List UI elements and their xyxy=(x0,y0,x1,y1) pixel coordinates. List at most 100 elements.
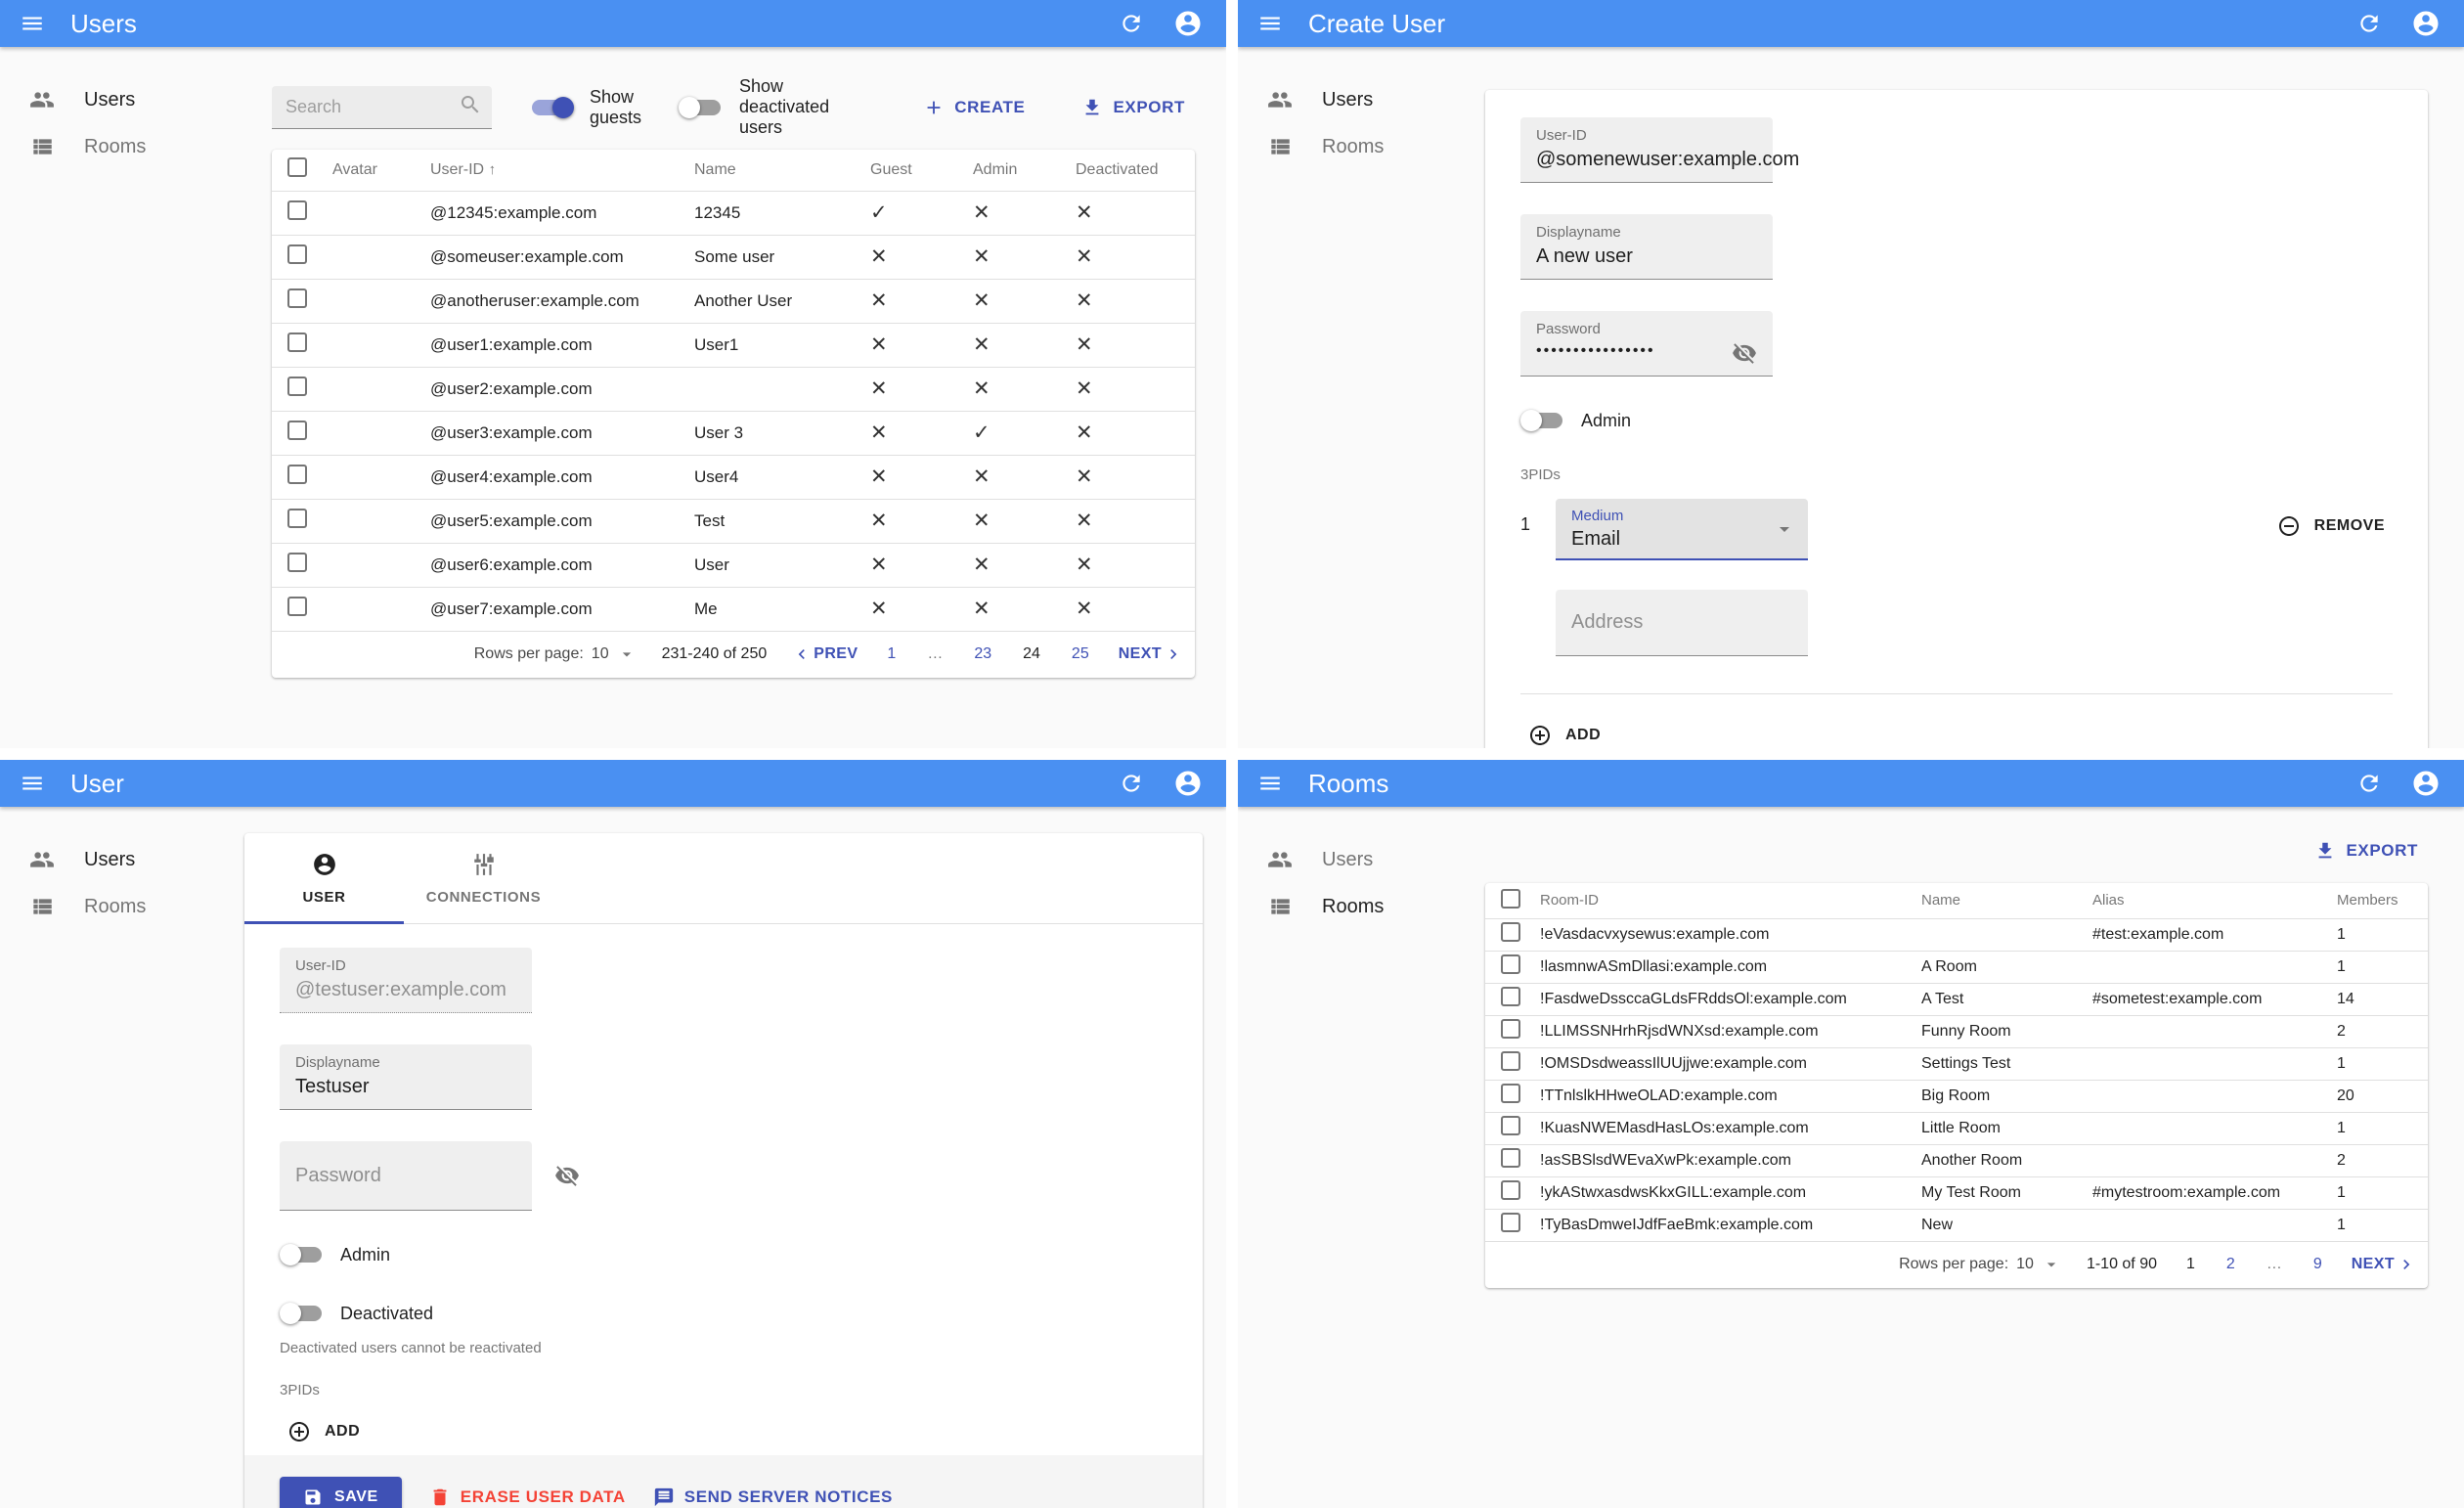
menu-icon[interactable] xyxy=(20,11,45,36)
remove-button[interactable]: REMOVE xyxy=(2269,509,2393,544)
room-row[interactable]: !eVasdacvxysewus:example.com #test:examp… xyxy=(1485,918,2428,952)
medium-select[interactable]: Medium Email xyxy=(1556,499,1808,560)
room-row[interactable]: !lasmnwASmDllasi:example.com A Room 1 xyxy=(1485,951,2428,984)
toggle-switch[interactable] xyxy=(679,95,724,120)
toggle-switch[interactable] xyxy=(1520,408,1565,433)
row-checkbox[interactable] xyxy=(1501,1180,1520,1200)
save-button[interactable]: SAVE xyxy=(280,1477,402,1508)
password-input[interactable] xyxy=(295,1164,554,1187)
menu-icon[interactable] xyxy=(1257,771,1283,796)
user-row[interactable]: @user2:example.com ✕ ✕ ✕ xyxy=(272,367,1195,412)
row-checkbox[interactable] xyxy=(1501,1019,1520,1039)
sidebar-item-users[interactable]: Users xyxy=(1238,836,1482,883)
page-link[interactable]: 1 xyxy=(887,645,897,662)
rows-per-page-value[interactable]: 10 xyxy=(591,645,609,662)
deactivated-toggle[interactable]: Deactivated xyxy=(280,1301,1167,1326)
row-checkbox[interactable] xyxy=(1501,1116,1520,1135)
user-row[interactable]: @someuser:example.com Some user ✕ ✕ ✕ xyxy=(272,235,1195,280)
row-checkbox[interactable] xyxy=(287,333,307,352)
toggle-switch[interactable] xyxy=(280,1242,325,1267)
admin-toggle[interactable]: Admin xyxy=(1520,408,2393,433)
page-link[interactable]: 25 xyxy=(1071,645,1089,662)
row-checkbox[interactable] xyxy=(287,553,307,572)
room-row[interactable]: !ykAStwxasdwsKkxGILL:example.com My Test… xyxy=(1485,1176,2428,1210)
room-row[interactable]: !TTnlslkHHweOLAD:example.com Big Room 20 xyxy=(1485,1080,2428,1113)
row-checkbox[interactable] xyxy=(287,244,307,264)
row-checkbox[interactable] xyxy=(1501,922,1520,942)
add-threepid-button[interactable]: ADD xyxy=(1520,718,1608,748)
refresh-icon[interactable] xyxy=(1119,11,1144,36)
col-name[interactable]: Name xyxy=(684,150,860,192)
sidebar-item-rooms[interactable]: Rooms xyxy=(1238,883,1482,930)
refresh-icon[interactable] xyxy=(1119,771,1144,796)
user-row[interactable]: @user3:example.com User 3 ✕ ✓ ✕ xyxy=(272,411,1195,456)
page-link[interactable]: … xyxy=(927,645,944,662)
row-checkbox[interactable] xyxy=(287,509,307,528)
show-deactivated-toggle[interactable]: Show deactivated users xyxy=(679,76,839,138)
tab-user[interactable]: USER xyxy=(244,833,404,924)
page-link[interactable]: 9 xyxy=(2312,1256,2322,1272)
refresh-icon[interactable] xyxy=(2356,11,2382,36)
user-row[interactable]: @user7:example.com Me ✕ ✕ ✕ xyxy=(272,587,1195,632)
address-input[interactable] xyxy=(1571,611,1830,634)
col-guest[interactable]: Guest xyxy=(860,150,963,192)
sidebar-item-users[interactable]: Users xyxy=(1238,76,1482,123)
menu-icon[interactable] xyxy=(20,771,45,796)
add-threepid-button[interactable]: ADD xyxy=(280,1414,368,1449)
user-id-field[interactable]: User-ID @somenewuser:example.com xyxy=(1520,117,1799,183)
toggle-switch[interactable] xyxy=(529,95,574,120)
row-checkbox[interactable] xyxy=(287,200,307,220)
prev-button[interactable]: PREV xyxy=(792,644,858,664)
page-link[interactable]: 1 xyxy=(2186,1256,2195,1272)
search-field[interactable] xyxy=(272,85,492,129)
create-button[interactable]: CREATE xyxy=(913,89,1034,126)
room-row[interactable]: !FasdweDssccaGLdsFRddsOl:example.com A T… xyxy=(1485,983,2428,1016)
row-checkbox[interactable] xyxy=(1501,1213,1520,1232)
col-name[interactable]: Name xyxy=(1912,883,2083,919)
col-members[interactable]: Members xyxy=(2327,883,2428,919)
row-checkbox[interactable] xyxy=(287,421,307,440)
row-checkbox[interactable] xyxy=(1501,987,1520,1006)
password-field[interactable]: Password •••••••••••••••• xyxy=(1520,311,1773,377)
account-circle-icon[interactable] xyxy=(2411,769,2441,798)
col-room-id[interactable]: Room-ID xyxy=(1530,883,1912,919)
col-alias[interactable]: Alias xyxy=(2083,883,2327,919)
select-all-checkbox[interactable] xyxy=(1501,888,1520,909)
row-checkbox[interactable] xyxy=(287,465,307,484)
row-checkbox[interactable] xyxy=(1501,1148,1520,1168)
password-field[interactable] xyxy=(280,1141,579,1211)
select-all-checkbox[interactable] xyxy=(287,157,307,178)
room-row[interactable]: !asSBSlsdWEvaXwPk:example.com Another Ro… xyxy=(1485,1144,2428,1177)
user-row[interactable]: @anotheruser:example.com Another User ✕ … xyxy=(272,279,1195,324)
account-circle-icon[interactable] xyxy=(1173,769,1203,798)
page-link[interactable]: … xyxy=(2266,1256,2282,1272)
row-checkbox[interactable] xyxy=(1501,954,1520,974)
col-user-id[interactable]: User-ID ↑ xyxy=(420,150,684,192)
caret-down-icon[interactable] xyxy=(2042,1255,2061,1274)
sidebar-item-users[interactable]: Users xyxy=(0,76,244,123)
address-field[interactable] xyxy=(1556,590,1830,656)
caret-down-icon[interactable] xyxy=(617,644,637,664)
row-checkbox[interactable] xyxy=(1501,1051,1520,1071)
toggle-switch[interactable] xyxy=(280,1301,325,1326)
next-button[interactable]: NEXT xyxy=(2352,1255,2416,1274)
next-button[interactable]: NEXT xyxy=(1119,644,1183,664)
room-row[interactable]: !TyBasDmweIJdfFaeBmk:example.com New 1 xyxy=(1485,1209,2428,1242)
sidebar-item-rooms[interactable]: Rooms xyxy=(0,883,244,930)
room-row[interactable]: !LLIMSSNHrhRjsdWNXsd:example.com Funny R… xyxy=(1485,1015,2428,1048)
col-deactivated[interactable]: Deactivated xyxy=(1066,150,1195,192)
sidebar-item-users[interactable]: Users xyxy=(0,836,244,883)
sidebar-item-rooms[interactable]: Rooms xyxy=(0,123,244,170)
erase-user-data-button[interactable]: ERASE USER DATA xyxy=(429,1486,626,1508)
room-row[interactable]: !KuasNWEMasdHasLOs:example.com Little Ro… xyxy=(1485,1112,2428,1145)
account-circle-icon[interactable] xyxy=(2411,9,2441,38)
account-circle-icon[interactable] xyxy=(1173,9,1203,38)
user-row[interactable]: @user6:example.com User ✕ ✕ ✕ xyxy=(272,543,1195,588)
admin-toggle[interactable]: Admin xyxy=(280,1242,1167,1267)
row-checkbox[interactable] xyxy=(287,597,307,616)
page-link[interactable]: 24 xyxy=(1023,645,1040,662)
user-row[interactable]: @12345:example.com 12345 ✓ ✕ ✕ xyxy=(272,191,1195,236)
export-button[interactable]: EXPORT xyxy=(2305,832,2428,869)
sidebar-item-rooms[interactable]: Rooms xyxy=(1238,123,1482,170)
search-input[interactable] xyxy=(286,96,459,117)
